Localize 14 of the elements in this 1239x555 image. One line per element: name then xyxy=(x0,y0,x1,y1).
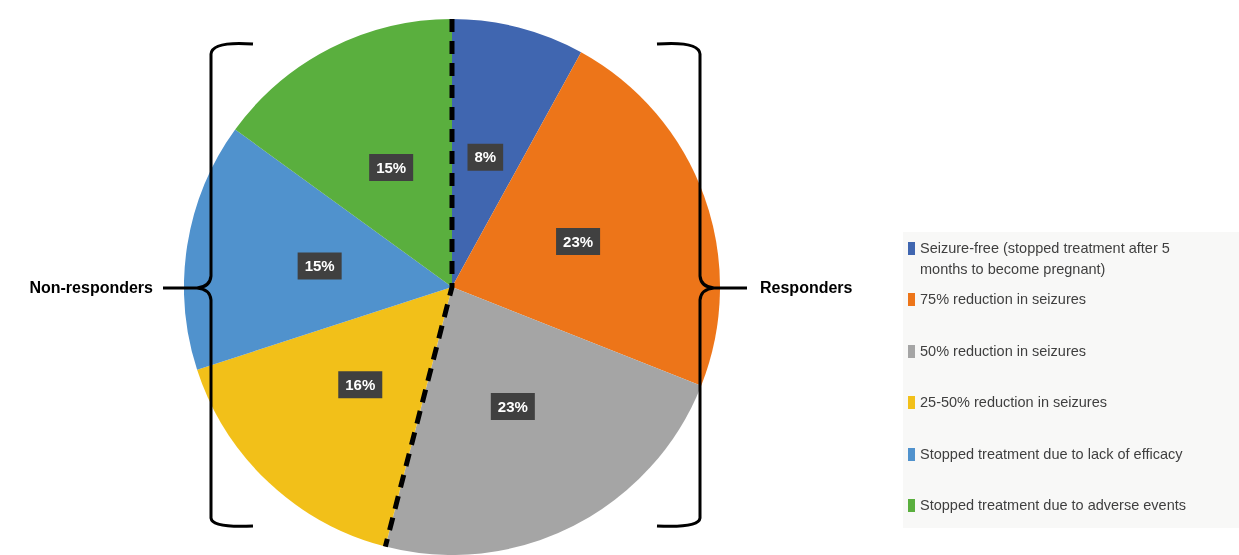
data-label: 15% xyxy=(376,158,407,176)
data-label: 15% xyxy=(304,257,335,275)
data-label: 23% xyxy=(497,397,528,415)
legend-label: Stopped treatment due to adverse events xyxy=(920,496,1187,515)
legend-label: Seizure-free (stopped treatment after 5 months to become pregnant) xyxy=(920,239,1171,279)
legend-label: 75% reduction in seizures xyxy=(920,290,1087,310)
legend-label: 25-50% reduction in seizures xyxy=(920,393,1107,413)
data-label: 23% xyxy=(563,232,594,250)
legend-label: 50% reduction in seizures xyxy=(920,341,1087,361)
text: Responders xyxy=(760,278,853,298)
text: Non-responders xyxy=(29,278,153,298)
data-label: 16% xyxy=(345,375,376,393)
legend-label: Stopped treatment due to lack of efficacy xyxy=(920,444,1183,464)
data-label: 8% xyxy=(474,148,497,166)
